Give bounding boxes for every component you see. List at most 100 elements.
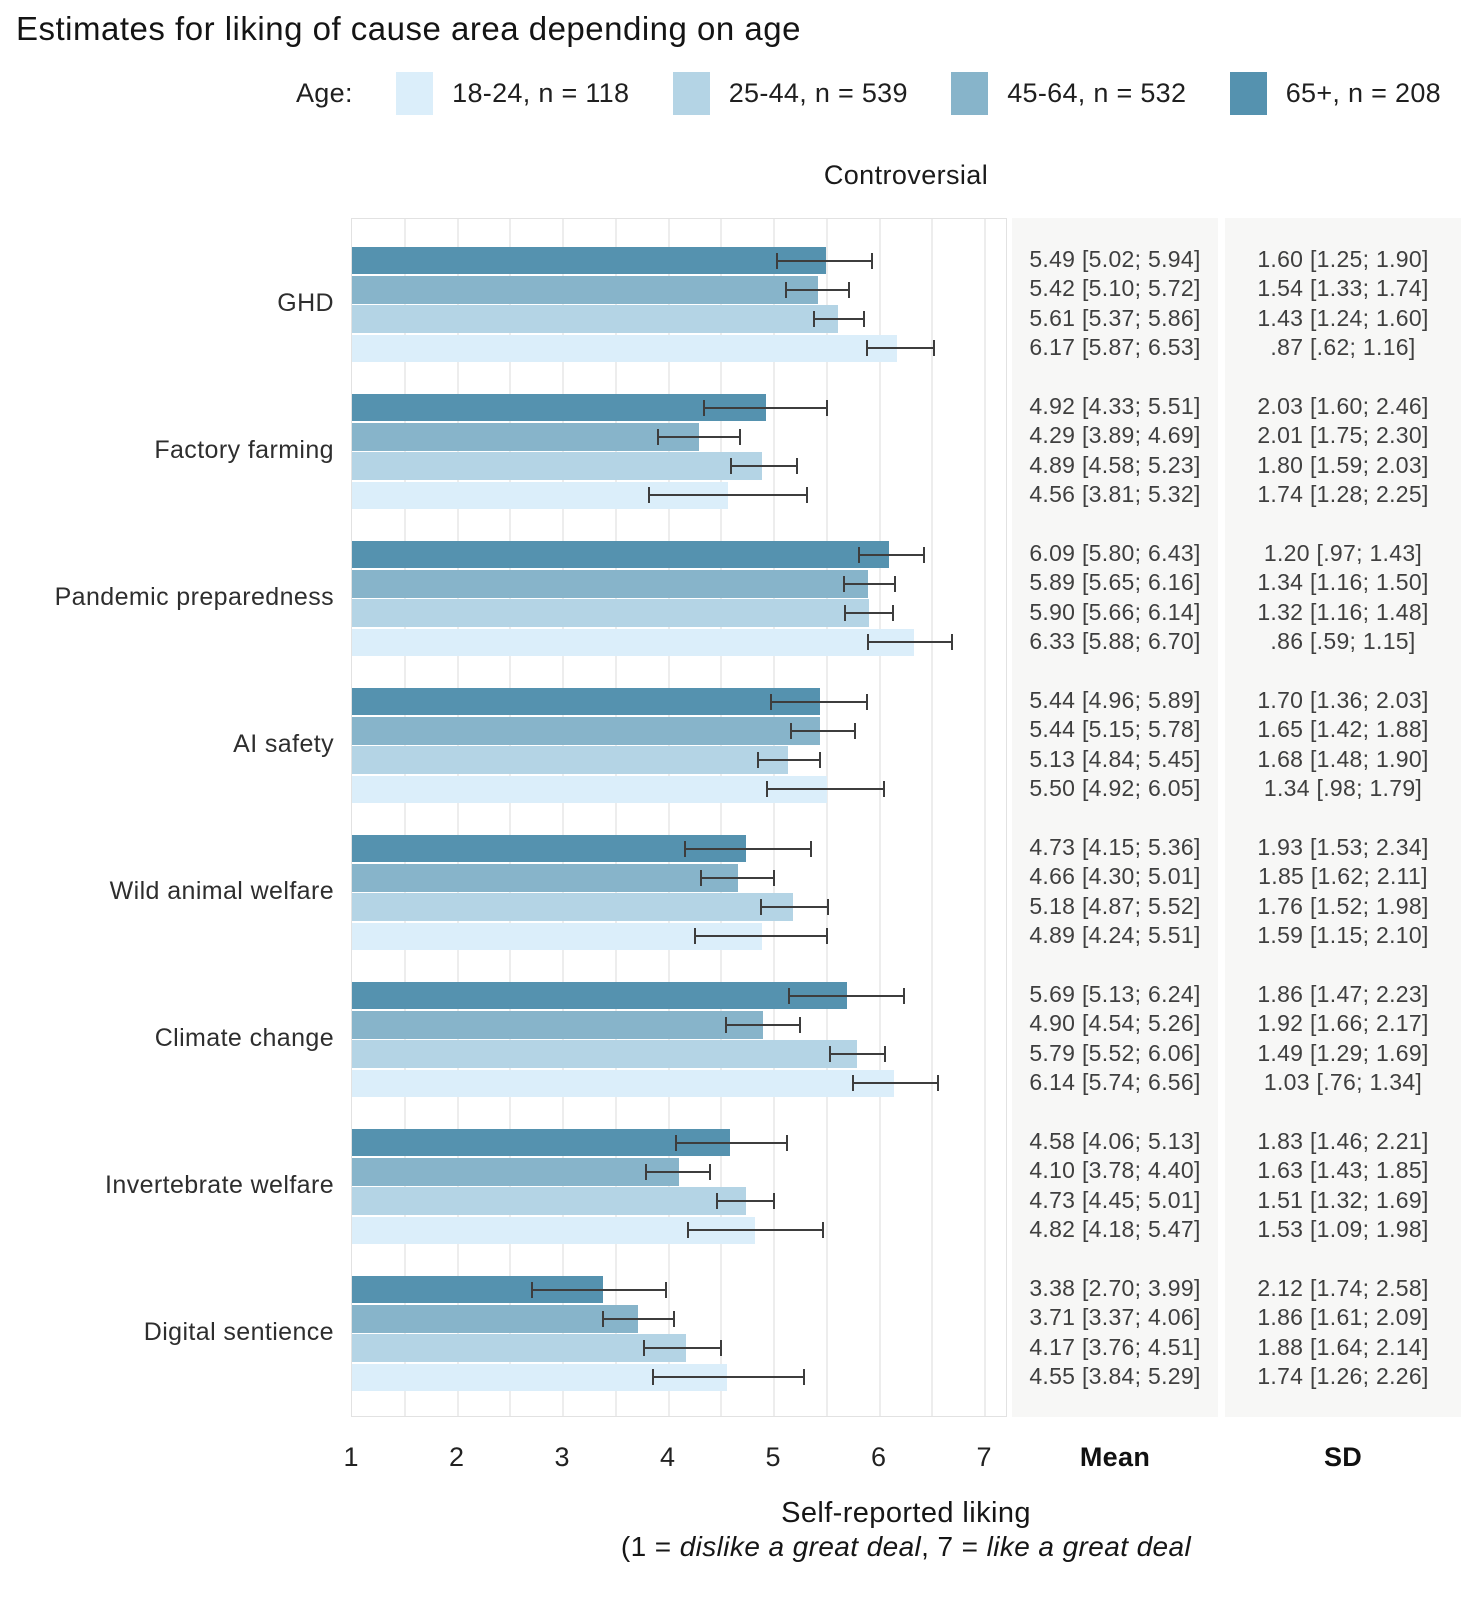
error-bar-cap bbox=[672, 1310, 675, 1327]
error-bar bbox=[858, 553, 925, 556]
error-bar-cap bbox=[602, 1310, 605, 1327]
sd-value: 1.20 [.97; 1.43] bbox=[1263, 540, 1423, 567]
legend-item-label: 25-44, n = 539 bbox=[728, 77, 908, 108]
x-tick-label: 6 bbox=[870, 1442, 887, 1472]
error-bar bbox=[765, 788, 885, 791]
mean-value: 5.89 [5.65; 6.16] bbox=[1029, 569, 1201, 596]
mean-value: 4.55 [3.84; 5.29] bbox=[1029, 1362, 1201, 1389]
error-bar bbox=[787, 994, 905, 997]
error-bar-cap bbox=[708, 1163, 711, 1180]
mean-value: 4.58 [4.06; 5.13] bbox=[1029, 1128, 1201, 1155]
category-label: Pandemic preparedness bbox=[54, 583, 334, 611]
error-bar-cap bbox=[825, 928, 828, 945]
legend: Age: 18-24, n = 118 25-44, n = 539 45-64, … bbox=[296, 70, 1441, 116]
legend-item-label: 45-64, n = 532 bbox=[1007, 77, 1187, 108]
bar-45-64 bbox=[352, 276, 819, 304]
sd-value: 1.34 [1.16; 1.50] bbox=[1257, 569, 1429, 596]
error-bar bbox=[651, 1376, 805, 1379]
sd-value: 1.70 [1.36; 2.03] bbox=[1257, 687, 1429, 714]
subtitle-part: (1 = bbox=[620, 1531, 680, 1562]
error-bar-cap bbox=[871, 252, 874, 269]
bar-65+ bbox=[352, 540, 889, 569]
legend-item-label: 65+, n = 208 bbox=[1285, 77, 1441, 108]
error-bar-cap bbox=[729, 458, 732, 475]
subtitle-part: dislike a great deal bbox=[679, 1531, 922, 1562]
bar-65+ bbox=[352, 687, 821, 716]
error-bar bbox=[725, 1023, 802, 1026]
error-bar bbox=[648, 494, 808, 497]
legend-item-label: 18-24, n = 118 bbox=[452, 77, 630, 108]
error-bar bbox=[757, 759, 822, 762]
legend-title: Age: bbox=[296, 77, 353, 108]
error-bar-cap bbox=[854, 722, 857, 739]
gridline bbox=[456, 219, 459, 1416]
sd-value: 1.92 [1.66; 2.17] bbox=[1257, 1010, 1429, 1037]
gridline bbox=[562, 219, 564, 1416]
error-bar-cap bbox=[796, 458, 799, 475]
gridline bbox=[984, 219, 986, 1416]
sd-value: 1.86 [1.47; 2.23] bbox=[1257, 981, 1429, 1008]
sd-value: 2.03 [1.60; 2.46] bbox=[1257, 393, 1429, 420]
gridline bbox=[509, 219, 512, 1416]
mean-column-panel: 5.49 [5.02; 5.94] 5.42 [5.10; 5.72] 5.61 [… bbox=[1012, 218, 1218, 1417]
error-bar-cap bbox=[715, 1193, 718, 1210]
sd-value: 1.54 [1.33; 1.74] bbox=[1257, 275, 1429, 302]
error-bar-cap bbox=[892, 605, 895, 622]
error-bar-cap bbox=[787, 987, 790, 1004]
sd-value: 1.74 [1.28; 2.25] bbox=[1257, 480, 1429, 507]
error-bar-cap bbox=[933, 340, 936, 357]
error-bar-cap bbox=[922, 546, 925, 563]
error-bar-cap bbox=[858, 546, 861, 563]
error-bar-cap bbox=[865, 340, 868, 357]
x-tick-label: 4 bbox=[659, 1442, 676, 1472]
mean-value: 4.89 [4.24; 5.51] bbox=[1029, 921, 1201, 948]
error-bar bbox=[531, 1288, 668, 1291]
bar-65+ bbox=[352, 246, 826, 275]
legend-item: 65+, n = 208 bbox=[1229, 71, 1441, 115]
sd-column-header: SD bbox=[1323, 1442, 1363, 1472]
error-bar-cap bbox=[862, 311, 865, 328]
mean-value: 3.38 [2.70; 3.99] bbox=[1029, 1275, 1201, 1302]
bar-18-24 bbox=[352, 334, 898, 363]
error-bar-cap bbox=[769, 693, 772, 710]
error-bar-cap bbox=[883, 1046, 886, 1063]
sd-value: 1.86 [1.61; 2.09] bbox=[1257, 1304, 1429, 1331]
error-bar bbox=[852, 1082, 939, 1085]
subtitle-part: like a great deal bbox=[986, 1531, 1192, 1562]
error-bar bbox=[842, 582, 897, 585]
mean-value: 5.90 [5.66; 6.14] bbox=[1029, 598, 1201, 625]
gridline bbox=[614, 219, 617, 1416]
bar-65+ bbox=[352, 1128, 730, 1157]
bar-65+ bbox=[352, 393, 766, 422]
error-bar bbox=[784, 288, 850, 291]
bar-45-64 bbox=[352, 423, 700, 451]
gridline bbox=[825, 219, 828, 1416]
error-bar-cap bbox=[882, 781, 885, 798]
gridline bbox=[720, 219, 723, 1416]
error-bar-cap bbox=[725, 1016, 728, 1033]
error-bar-cap bbox=[674, 1134, 677, 1151]
sd-value: 2.01 [1.75; 2.30] bbox=[1257, 422, 1429, 449]
sd-value: 1.85 [1.62; 2.11] bbox=[1258, 863, 1428, 890]
mean-value: 4.90 [4.54; 5.26] bbox=[1029, 1010, 1201, 1037]
bar-18-24 bbox=[352, 1069, 895, 1098]
mean-value: 4.29 [3.89; 4.69] bbox=[1029, 422, 1201, 449]
x-tick-label: 1 bbox=[343, 1442, 359, 1472]
error-bar bbox=[715, 1200, 776, 1203]
sd-value: .86 [.59; 1.15] bbox=[1270, 627, 1416, 654]
mean-value: 4.10 [3.78; 4.40] bbox=[1029, 1157, 1201, 1184]
error-bar-cap bbox=[687, 1222, 690, 1239]
x-axis-title: Self-reported liking bbox=[781, 1497, 1031, 1529]
mean-value: 4.73 [4.45; 5.01] bbox=[1029, 1186, 1201, 1213]
error-bar bbox=[866, 641, 954, 644]
error-bar-cap bbox=[819, 752, 822, 769]
bar-25-44 bbox=[352, 452, 763, 480]
error-bar-cap bbox=[842, 575, 845, 592]
x-axis-subtitle: (1 = dislike a great deal, 7 = like a gr… bbox=[1, 1531, 1477, 1563]
error-bar-cap bbox=[866, 634, 869, 651]
sd-value: 1.93 [1.53; 2.34] bbox=[1257, 834, 1429, 861]
error-bar bbox=[789, 729, 857, 732]
error-bar-cap bbox=[720, 1340, 723, 1357]
error-bar-cap bbox=[828, 1046, 831, 1063]
